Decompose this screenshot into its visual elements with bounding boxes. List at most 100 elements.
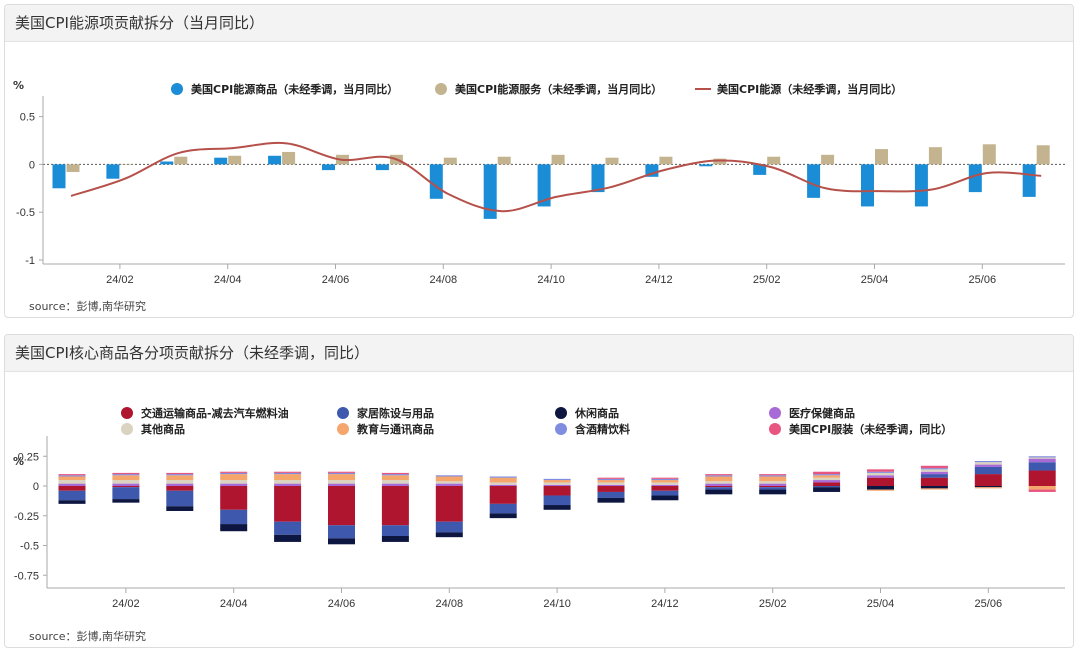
stacked-bar-segment — [58, 476, 86, 481]
stacked-bar-segment — [705, 486, 733, 488]
stacked-bar-segment — [112, 474, 140, 476]
legend-label: 美国CPI能源（未经季调，当月同比） — [717, 82, 902, 96]
stacked-bar-segment — [813, 482, 841, 486]
bar — [591, 164, 605, 193]
stacked-bar-segment — [435, 486, 463, 522]
x-tick-label: 24/12 — [651, 598, 679, 610]
source-note: source：彭博,南华研究 — [29, 299, 146, 313]
stacked-bar-segment — [274, 521, 302, 535]
legend-swatch — [555, 407, 567, 419]
stacked-bar-segment — [58, 500, 86, 504]
stacked-bar-segment — [705, 483, 733, 486]
stacked-bar-segment — [543, 480, 571, 483]
bar — [928, 147, 942, 165]
x-tick-label: 24/02 — [112, 598, 140, 610]
bar — [160, 161, 174, 165]
stacked-bar-segment — [543, 482, 571, 485]
stacked-bar-segment — [813, 480, 841, 483]
stacked-bar-segment — [974, 464, 1002, 467]
x-tick-label: 24/08 — [430, 274, 458, 286]
stacked-bar-segment — [274, 472, 302, 475]
stacked-bar-segment — [489, 513, 517, 519]
core-goods-chart-panel: 美国CPI核心商品各分项贡献拆分（未经季调，同比） % 交通运输商品-减去汽车燃料… — [4, 334, 1074, 648]
stacked-bar-segment — [597, 484, 625, 486]
stacked-bar-segment — [974, 462, 1002, 465]
stacked-bar-segment — [651, 484, 679, 486]
stacked-bar-segment — [543, 484, 571, 486]
stacked-bar-segment — [920, 486, 948, 489]
bar — [214, 157, 228, 165]
bar — [699, 164, 713, 167]
stacked-bar-segment — [274, 483, 302, 486]
stacked-bar-segment — [705, 474, 733, 476]
x-tick-label: 24/06 — [328, 598, 356, 610]
stacked-bar-segment — [759, 476, 787, 482]
stacked-bar-segment — [1028, 462, 1056, 471]
bar — [807, 164, 821, 198]
stacked-bar-segment — [220, 524, 248, 532]
bar — [968, 164, 982, 193]
y-unit-label: % — [13, 455, 24, 468]
stacked-bar-segment — [920, 488, 948, 490]
x-tick-label: 24/10 — [543, 598, 571, 610]
y-unit-label: % — [13, 79, 24, 92]
stacked-bar-segment — [58, 474, 86, 476]
bar — [753, 164, 767, 175]
x-tick-label: 24/04 — [220, 598, 248, 610]
stacked-bar-segment — [220, 471, 248, 473]
bar — [375, 164, 389, 171]
energy-chart-panel: 美国CPI能源项贡献拆分（当月同比） % 美国CPI能源商品（未经季调，当月同比）… — [4, 4, 1074, 318]
stacked-bar-segment — [974, 487, 1002, 489]
stacked-bar-segment — [651, 490, 679, 496]
stacked-bar-segment — [112, 499, 140, 503]
stacked-bar-segment — [58, 475, 86, 477]
stacked-bar-segment — [920, 469, 948, 472]
stacked-bar-segment — [813, 474, 841, 476]
legend-label: 医疗保健商品 — [789, 406, 855, 420]
bar — [861, 164, 874, 207]
stacked-bar-segment — [705, 475, 733, 477]
bar — [66, 164, 80, 173]
stacked-bar-segment — [274, 474, 302, 481]
stacked-bar-segment — [435, 475, 463, 477]
bar — [443, 157, 457, 165]
bar — [52, 164, 66, 189]
stacked-bar-segment — [220, 509, 248, 525]
stacked-bar-segment — [220, 474, 248, 481]
stacked-bar-segment — [328, 525, 355, 539]
stacked-bar-segment — [597, 497, 625, 503]
stacked-bar-segment — [328, 471, 355, 473]
stacked-bar-segment — [166, 480, 194, 484]
stacked-bar-segment — [112, 486, 140, 488]
stacked-bar-segment — [867, 471, 894, 473]
stacked-bar-segment — [381, 525, 409, 536]
stacked-bar-segment — [920, 465, 948, 469]
stacked-bar-segment — [274, 480, 302, 484]
legend-label: 美国CPI能源服务（未经季调，当月同比） — [455, 82, 662, 96]
stacked-bar-segment — [1028, 489, 1056, 492]
bar — [322, 164, 335, 171]
stacked-bar-segment — [328, 483, 355, 486]
stacked-bar-segment — [435, 481, 463, 484]
stacked-bar-segment — [813, 477, 841, 481]
stacked-bar-segment — [166, 490, 194, 507]
x-tick-label: 25/06 — [975, 598, 1003, 610]
stacked-bar-segment — [813, 471, 841, 475]
stacked-bar-segment — [974, 486, 1002, 488]
stacked-bar-segment — [543, 486, 571, 496]
y-tick-label: -0.75 — [14, 570, 39, 582]
legend-swatch — [769, 407, 781, 419]
stacked-bar-segment — [867, 469, 894, 472]
bar — [1022, 164, 1036, 197]
x-tick-label: 24/04 — [214, 274, 242, 286]
bar — [106, 164, 120, 179]
bar — [821, 154, 835, 165]
x-tick-label: 25/06 — [969, 274, 997, 286]
bar — [174, 156, 188, 165]
series-line — [70, 141, 1042, 213]
stacked-bar-segment — [974, 461, 1002, 463]
stacked-bar-segment — [220, 472, 248, 475]
stacked-bar-segment — [328, 474, 355, 481]
bar — [551, 154, 565, 165]
bar — [767, 156, 781, 165]
